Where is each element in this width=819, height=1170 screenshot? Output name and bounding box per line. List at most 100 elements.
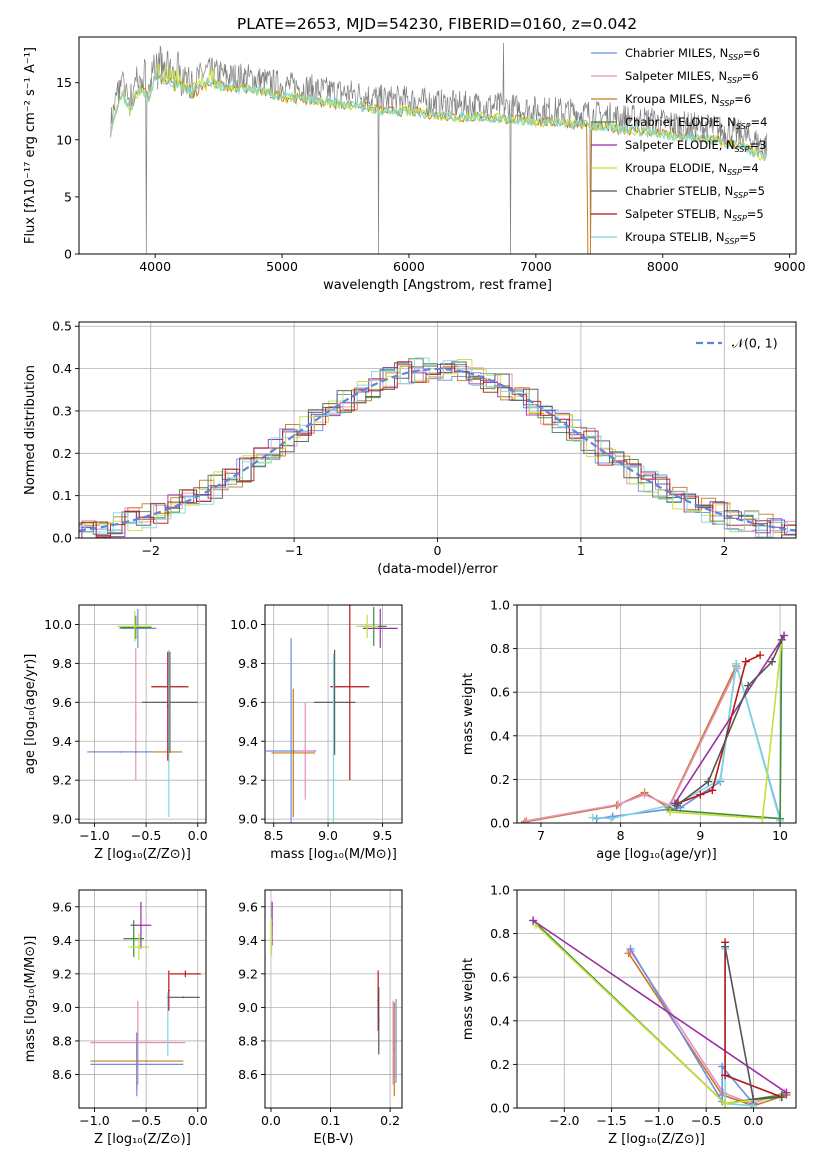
weight-marker bbox=[782, 1088, 791, 1097]
weight-marker bbox=[672, 801, 681, 810]
x-axis-label: wavelength [Angstrom, rest frame] bbox=[323, 278, 552, 293]
x-tick-label: 1 bbox=[577, 543, 585, 558]
weight-marker bbox=[704, 777, 713, 786]
x-tick-label: 2 bbox=[720, 543, 728, 558]
data-point bbox=[134, 713, 137, 715]
y-tick-label: 9.4 bbox=[238, 933, 258, 948]
x-tick-label: 6000 bbox=[393, 259, 425, 274]
weight-marker bbox=[588, 813, 597, 822]
residual-histogram bbox=[79, 365, 796, 533]
y-tick-label: 0.2 bbox=[490, 772, 510, 787]
legend-label-value: =4 bbox=[751, 115, 768, 129]
legend-label: Salpeter STELIB, NSSP=5 bbox=[625, 207, 764, 223]
mass-vs-ebv-panel: 0.0 0.1 0.2 8.6 8.8 9.0 9.2 9.4 9.6 E(B-V) bbox=[238, 889, 403, 1147]
x-tick-label: 8 bbox=[617, 828, 625, 843]
weight-marker bbox=[721, 1071, 730, 1080]
residual-histogram bbox=[79, 361, 796, 538]
data-point bbox=[393, 1048, 396, 1051]
y-tick-label: 9.0 bbox=[52, 812, 72, 827]
weight-series-line bbox=[532, 919, 787, 1094]
weight-series-line bbox=[627, 952, 787, 1107]
weight-marker bbox=[520, 817, 529, 823]
legend-label-sub: SSP bbox=[735, 145, 750, 154]
y-tick-label: 0.1 bbox=[52, 488, 72, 503]
data-point bbox=[119, 751, 122, 753]
weight-marker bbox=[716, 775, 725, 784]
x-tick-label: −2.0 bbox=[549, 1113, 579, 1128]
x-tick-label: 10 bbox=[772, 828, 788, 843]
y-tick-label: 0.6 bbox=[490, 685, 510, 700]
weight-marker bbox=[614, 800, 623, 809]
legend-label-sub: SSP bbox=[732, 214, 747, 223]
x-tick-label: 9.5 bbox=[372, 828, 392, 843]
legend-label: Chabrier MILES, NSSP=6 bbox=[625, 46, 760, 62]
age-vs-mass-panel: 8.5 9.0 9.5 9.0 9.2 9.4 9.6 9.8 10.0 mass [log₁₀(… bbox=[230, 604, 403, 862]
weight-series-line bbox=[535, 924, 780, 1105]
legend-label-sub: SSP bbox=[728, 53, 743, 62]
y-tick-label: 0.2 bbox=[52, 446, 72, 461]
legend-label: Kroupa MILES, NSSP=6 bbox=[625, 92, 751, 108]
y-axis-label: mass [log₁₀(M/M⊙)] bbox=[23, 936, 38, 1063]
weight-marker bbox=[696, 790, 705, 799]
y-tick-label: 5 bbox=[64, 189, 72, 204]
data-point bbox=[182, 996, 185, 999]
normal-reference-curve bbox=[79, 367, 796, 532]
legend-label: Kroupa STELIB, NSSP=5 bbox=[625, 230, 756, 246]
legend-label-main: Kroupa ELODIE, N bbox=[625, 161, 727, 175]
weight-series-line bbox=[629, 948, 755, 1105]
legend-label-value: =5 bbox=[747, 207, 764, 221]
weight-series-line bbox=[596, 663, 781, 820]
legend-label-sub: SSP bbox=[725, 237, 740, 246]
y-tick-label: 9.4 bbox=[52, 933, 72, 948]
legend-label-main: Kroupa MILES, N bbox=[625, 92, 720, 106]
y-axis-label: age [log₁₀(age/yr)] bbox=[23, 654, 38, 775]
x-tick-label: 0.0 bbox=[188, 1113, 208, 1128]
y-tick-label: 0.6 bbox=[490, 970, 510, 985]
y-tick-label: 9.6 bbox=[238, 695, 258, 710]
y-tick-label: 9.8 bbox=[238, 656, 258, 671]
x-tick-label: −1 bbox=[285, 543, 303, 558]
axes-frame bbox=[516, 604, 797, 824]
y-tick-label: 0.8 bbox=[490, 641, 510, 656]
data-point bbox=[292, 752, 295, 754]
x-tick-label: 5000 bbox=[266, 259, 298, 274]
weight-marker bbox=[721, 1099, 730, 1108]
legend-label-main: Kroupa STELIB, N bbox=[625, 230, 725, 244]
legend-label-main: Chabrier STELIB, N bbox=[625, 184, 733, 198]
x-tick-label: −0.5 bbox=[691, 1113, 721, 1128]
y-tick-label: 9.0 bbox=[238, 1000, 258, 1015]
y-tick-label: 9.8 bbox=[52, 656, 72, 671]
y-tick-label: 0.4 bbox=[52, 361, 72, 376]
data-point bbox=[184, 972, 187, 975]
residual-histogram bbox=[79, 359, 796, 538]
weight-vs-age-panel: 7 8 9 10 0.0 0.2 0.4 0.6 0.8 1.0 age [log₁₀(age/yr… bbox=[461, 598, 797, 862]
weight-marker bbox=[758, 814, 767, 823]
x-tick-label: −0.5 bbox=[131, 1113, 161, 1128]
legend-label: Chabrier ELODIE, NSSP=4 bbox=[625, 115, 767, 131]
weight-marker bbox=[776, 814, 785, 823]
mass-vs-z-panel: −1.0 −0.5 0.0 8.6 8.8 9.0 9.2 9.4 9.6 Z [log₁₀(Z/… bbox=[23, 889, 208, 1147]
x-axis-label: Z [log₁₀(Z/Z⊙)] bbox=[94, 1132, 191, 1147]
y-tick-label: 0.3 bbox=[52, 403, 72, 418]
weight-marker bbox=[741, 657, 750, 666]
y-tick-label: 0.4 bbox=[490, 1013, 510, 1028]
x-tick-label: −2 bbox=[141, 543, 159, 558]
legend-label-value: =6 bbox=[743, 46, 760, 60]
legend-label-main: Salpeter MILES, N bbox=[625, 69, 727, 83]
y-tick-label: 9.6 bbox=[52, 899, 72, 914]
data-point bbox=[332, 740, 335, 743]
x-tick-label: 8.5 bbox=[264, 828, 284, 843]
x-tick-label: −1.0 bbox=[644, 1113, 674, 1128]
x-tick-label: 7000 bbox=[520, 259, 552, 274]
y-tick-label: 9.6 bbox=[52, 695, 72, 710]
x-axis-label: E(B-V) bbox=[313, 1132, 353, 1147]
y-axis-label: mass weight bbox=[461, 958, 476, 1040]
data-point bbox=[166, 1023, 169, 1026]
y-tick-label: 0.4 bbox=[490, 728, 510, 743]
y-tick-label: 1.0 bbox=[490, 598, 510, 613]
legend-label: Salpeter MILES, NSSP=6 bbox=[625, 69, 759, 85]
y-tick-label: 1.0 bbox=[490, 883, 510, 898]
residual-histogram bbox=[79, 357, 796, 538]
spectrum-plot-area bbox=[110, 42, 768, 254]
